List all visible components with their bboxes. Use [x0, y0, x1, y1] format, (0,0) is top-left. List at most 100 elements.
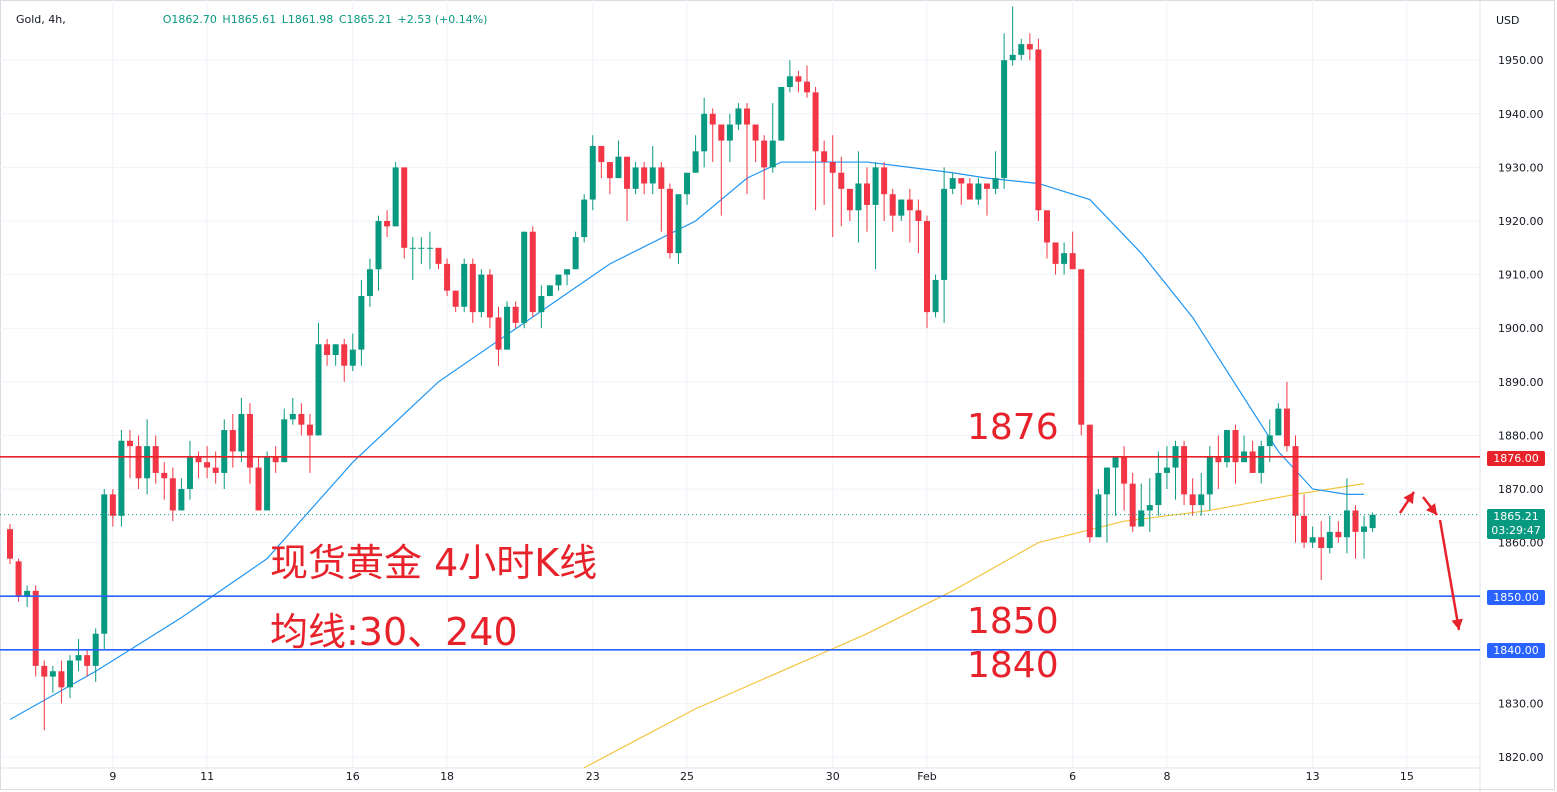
x-tick-label: 23 [586, 770, 600, 783]
candle-body [821, 151, 828, 163]
ma240-line [583, 483, 1365, 769]
candle-body [152, 446, 159, 473]
candle-body [555, 274, 562, 286]
y-tick-label: 1830.00 [1498, 697, 1544, 710]
candle-body [512, 306, 519, 323]
candle-body [546, 285, 553, 297]
candle-body [1343, 510, 1350, 538]
candle-body [1181, 446, 1188, 495]
candle-body [178, 489, 185, 511]
candle-body [49, 671, 56, 677]
candle-body [1318, 537, 1325, 548]
current-price-value: 1865.21 [1493, 510, 1539, 523]
candle-body [32, 590, 39, 666]
y-tick-label: 1930.00 [1498, 161, 1544, 174]
candle-body [298, 413, 305, 425]
candle-body [864, 183, 870, 205]
candle-body [949, 178, 956, 189]
candle-body [992, 178, 999, 189]
candle-body [1206, 456, 1213, 495]
candle-body [1223, 430, 1230, 463]
candle-body [1146, 505, 1153, 511]
candle-body [1018, 44, 1025, 55]
candle-body [975, 183, 982, 200]
candle-body [204, 462, 211, 468]
candle-body [795, 76, 802, 82]
candle-body [444, 263, 451, 291]
y-tick-label: 1920.00 [1498, 215, 1544, 228]
candle-body [452, 290, 459, 307]
candle-body [1138, 510, 1145, 527]
candle-body [829, 162, 836, 173]
current-price-label: 1865.21 03:29:47 [1487, 509, 1545, 539]
x-tick-label: 8 [1163, 770, 1170, 783]
candle-body [701, 113, 708, 152]
candle-body [486, 274, 493, 318]
candle-body [7, 529, 13, 559]
candle-body [375, 221, 382, 270]
ohlc-open: O1862.70 [162, 13, 217, 26]
y-tick-label: 1890.00 [1498, 376, 1544, 389]
candle-body [932, 279, 939, 313]
candle-body [169, 478, 176, 511]
candle-body [409, 247, 416, 249]
candle-body [1335, 531, 1342, 538]
candle-body [881, 167, 888, 195]
candle-body [401, 167, 408, 248]
x-tick-label: 30 [826, 770, 840, 783]
candle-body [1326, 531, 1333, 548]
y-tick-label: 1880.00 [1498, 429, 1544, 442]
candle-body [564, 269, 571, 275]
candle-body [898, 199, 905, 216]
x-tick-label: 6 [1069, 770, 1076, 783]
candle-body [923, 221, 930, 313]
candle-body [589, 145, 596, 200]
candle-body [1001, 60, 1008, 179]
candle-body [941, 188, 948, 280]
y-tick-label: 1900.00 [1498, 322, 1544, 335]
candle-body [315, 344, 322, 436]
candle-body [306, 424, 313, 436]
candle-body [529, 231, 536, 313]
candle-body [109, 494, 116, 516]
x-tick-label: 18 [440, 770, 454, 783]
candle-body [598, 145, 605, 163]
symbol-info-bar: Gold, 4h, O1862.70 H1865.61 L1861.98 C18… [16, 13, 489, 26]
candle-body [84, 655, 91, 666]
candle-body [769, 140, 776, 168]
candle-body [735, 108, 742, 125]
candle-body [778, 87, 785, 141]
candle-body [966, 183, 973, 200]
y-tick-label: 1950.00 [1498, 54, 1544, 67]
candle-body [1369, 514, 1376, 529]
ohlc-high: H1865.61 [222, 13, 277, 26]
candle-body [1103, 467, 1110, 495]
candle-body [855, 183, 862, 211]
candle-body [1078, 269, 1085, 425]
y-tick-label: 1820.00 [1498, 751, 1544, 764]
candle-body [366, 269, 373, 297]
candle-body [392, 167, 399, 227]
candle-body [624, 156, 631, 189]
candle-body [1155, 472, 1162, 506]
candle-body [332, 344, 339, 355]
candle-body [675, 194, 682, 254]
candle-body [581, 199, 588, 238]
candle-body [1275, 408, 1282, 436]
ma30-line [9, 161, 1365, 721]
annotation-1840: 1840 [967, 645, 1059, 686]
bar-countdown: 03:29:47 [1491, 524, 1541, 537]
x-tick-label: 11 [200, 770, 214, 783]
candle-body [461, 263, 468, 307]
candle-body [1129, 483, 1136, 527]
candle-body [75, 655, 82, 661]
price-label-1840: 1840.00 [1487, 643, 1545, 658]
candle-body [666, 188, 673, 254]
candle-body [1258, 446, 1265, 473]
symbol-label: Gold, 4h, [16, 13, 66, 26]
candle-body [281, 419, 288, 463]
candle-body [255, 467, 262, 511]
y-tick-label: 1870.00 [1498, 483, 1544, 496]
candle-body [478, 274, 485, 313]
